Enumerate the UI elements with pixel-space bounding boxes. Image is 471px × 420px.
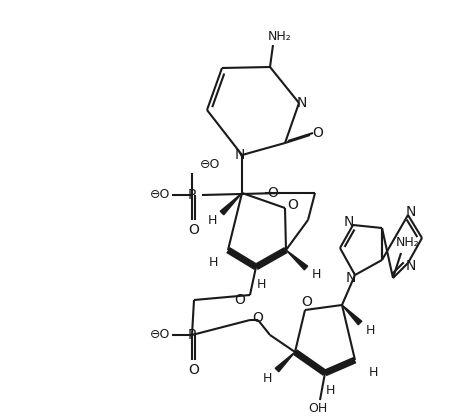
Polygon shape	[286, 250, 308, 270]
Text: NH₂: NH₂	[268, 31, 292, 44]
Text: OH: OH	[309, 402, 328, 415]
Text: O: O	[234, 293, 245, 307]
Text: H: H	[208, 255, 218, 268]
Text: O: O	[188, 363, 199, 377]
Polygon shape	[220, 193, 242, 215]
Text: P: P	[188, 188, 196, 202]
Text: O: O	[268, 186, 278, 200]
Text: O: O	[301, 295, 312, 309]
Text: N: N	[297, 96, 307, 110]
Text: P: P	[188, 328, 196, 342]
Text: N: N	[406, 259, 416, 273]
Text: O: O	[313, 126, 324, 140]
Text: H: H	[365, 325, 375, 338]
Text: ⊖O: ⊖O	[150, 328, 170, 341]
Text: H: H	[262, 372, 272, 384]
Polygon shape	[342, 305, 362, 325]
Text: O: O	[188, 223, 199, 237]
Text: H: H	[325, 384, 335, 397]
Text: N: N	[406, 205, 416, 219]
Text: N: N	[344, 215, 354, 229]
Text: O: O	[252, 311, 263, 325]
Text: N: N	[346, 271, 356, 285]
Text: H: H	[256, 278, 266, 291]
Text: H: H	[311, 268, 321, 281]
Text: ⊖O: ⊖O	[200, 158, 220, 171]
Polygon shape	[275, 352, 295, 372]
Text: O: O	[288, 198, 299, 212]
Text: ⊖O: ⊖O	[150, 189, 170, 202]
Text: NH₂: NH₂	[396, 236, 420, 249]
Text: N: N	[235, 148, 245, 162]
Text: H: H	[207, 215, 217, 228]
Text: H: H	[368, 365, 378, 378]
